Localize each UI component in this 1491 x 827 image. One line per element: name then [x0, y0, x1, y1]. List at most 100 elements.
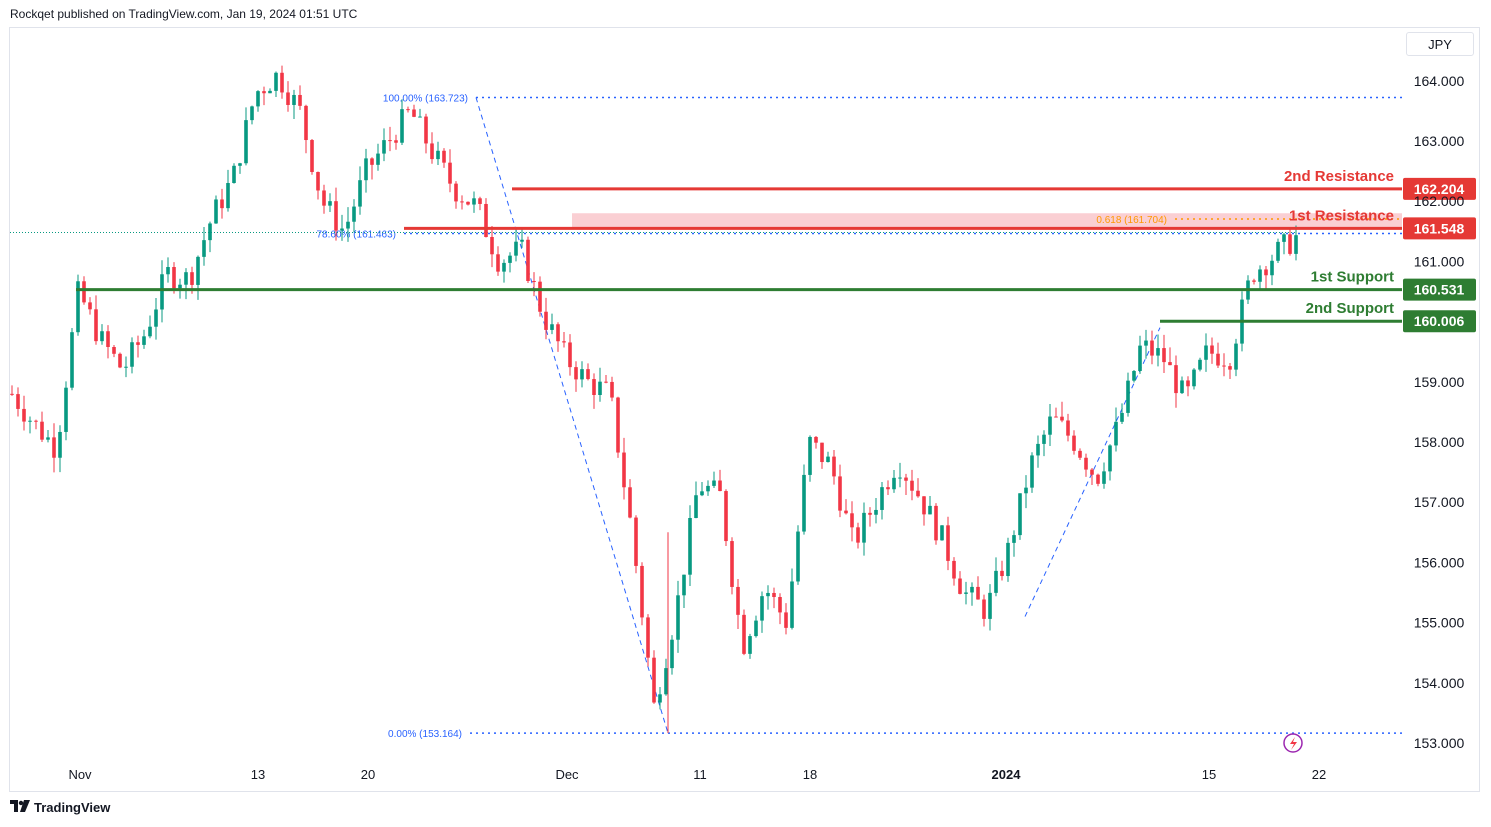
candle-body	[856, 527, 860, 543]
candle-body	[1186, 380, 1190, 387]
candle-body	[1054, 416, 1058, 418]
x-tick-label: 11	[693, 767, 707, 782]
candle-body	[982, 599, 986, 619]
fib-618-label: 0.618 (161.704)	[1096, 215, 1167, 226]
candle-body	[1060, 416, 1064, 421]
candle-body	[628, 487, 632, 518]
candle-body	[502, 262, 506, 272]
y-tick-label: 164.000	[1414, 73, 1465, 89]
candle-body	[802, 474, 806, 532]
candle-body	[742, 614, 746, 654]
candle-body	[508, 255, 512, 263]
candle-body	[940, 525, 944, 541]
candle-body	[754, 620, 758, 637]
candle-body	[268, 90, 272, 94]
candle-body	[874, 509, 878, 515]
candle-body	[358, 180, 362, 207]
candle-body	[1006, 542, 1010, 577]
candle-body	[640, 565, 644, 618]
candle-body	[1078, 450, 1082, 458]
candle-body	[910, 480, 914, 491]
fib-level-label: 100.00% (163.723)	[383, 93, 468, 104]
candle-body	[1102, 471, 1106, 484]
candle-body	[706, 485, 710, 492]
candle-body	[52, 437, 56, 458]
candle-body	[1114, 421, 1118, 446]
tradingview-logo-icon	[10, 800, 30, 815]
support-price-tag[interactable]	[1403, 278, 1476, 301]
candle-body	[994, 570, 998, 593]
candle-body	[58, 431, 62, 458]
candle-body	[922, 496, 926, 515]
y-tick-label: 162.000	[1414, 193, 1465, 209]
candle-body	[892, 477, 896, 490]
candle-body	[1024, 487, 1028, 494]
candle-body	[88, 302, 92, 310]
candle-body	[1150, 340, 1154, 356]
candle-body	[790, 581, 794, 628]
candle-body	[838, 476, 842, 511]
candle-body	[28, 420, 32, 422]
currency-button[interactable]: JPY	[1406, 32, 1474, 56]
candle-body	[214, 199, 218, 224]
candle-body	[1132, 371, 1136, 381]
fib-level-label: 78.60% (161.463)	[316, 230, 396, 241]
candle-body	[526, 239, 530, 281]
resistance-price-tag[interactable]	[1403, 177, 1476, 200]
tradingview-logo[interactable]: TradingView	[10, 800, 110, 815]
candle-body	[442, 150, 446, 163]
candle-body	[304, 105, 308, 141]
candle-body	[868, 512, 872, 515]
candle-body	[394, 140, 398, 143]
candle-body	[1072, 435, 1076, 451]
support-price-tag[interactable]	[1403, 310, 1476, 333]
candle-body	[1276, 241, 1280, 261]
resistance-price-tag[interactable]	[1403, 217, 1476, 240]
candle-body	[280, 72, 284, 93]
candle-body	[1108, 445, 1112, 472]
candle-body	[472, 198, 476, 205]
candle-body	[1138, 345, 1142, 372]
candle-body	[988, 592, 992, 619]
candle-body	[550, 324, 554, 330]
candle-body	[1216, 353, 1220, 366]
candle-body	[190, 272, 194, 285]
candle-body	[376, 153, 380, 165]
candle-body	[766, 592, 770, 597]
candle-body	[274, 72, 278, 91]
candle-body	[208, 223, 212, 241]
candle-body	[1126, 380, 1130, 413]
candle-body	[388, 140, 392, 142]
candle-body	[154, 309, 158, 327]
candle-body	[1210, 345, 1214, 354]
fib-trendline	[475, 97, 669, 734]
candle-body	[880, 487, 884, 510]
candle-body	[700, 491, 704, 496]
candle-body	[94, 309, 98, 342]
candle-body	[1036, 443, 1040, 456]
candle-body	[1234, 343, 1238, 370]
candle-body	[820, 442, 824, 463]
candle-body	[904, 477, 908, 481]
publication-header: Rockqet published on TradingView.com, Ja…	[10, 7, 358, 21]
candle-body	[244, 120, 248, 164]
candle-body	[334, 201, 338, 231]
candle-body	[1090, 469, 1094, 475]
candle-body	[1144, 340, 1148, 346]
candle-body	[226, 183, 230, 209]
candle-body	[1012, 535, 1016, 543]
candle-body	[106, 331, 110, 347]
candle-body	[454, 183, 458, 202]
candle-body	[406, 109, 410, 111]
candle-body	[1066, 420, 1070, 436]
lightning-icon[interactable]	[1283, 733, 1303, 753]
candle-body	[1228, 366, 1232, 370]
candle-body	[238, 163, 242, 166]
candle-body	[514, 241, 518, 256]
candle-body	[142, 336, 146, 345]
candle-body	[130, 342, 134, 367]
candle-body	[1156, 348, 1160, 356]
candle-body	[652, 657, 656, 703]
candle-body	[688, 517, 692, 575]
